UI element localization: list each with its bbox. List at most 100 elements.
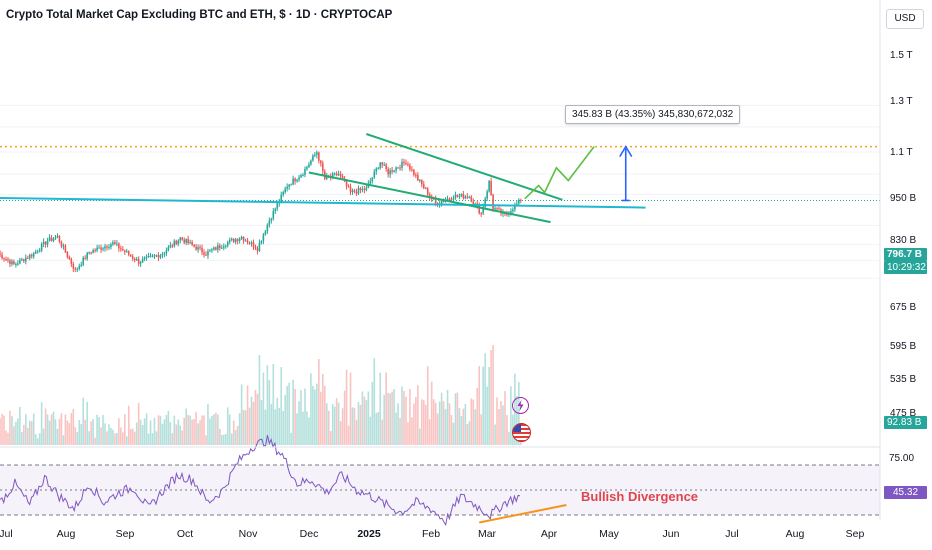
candle — [300, 175, 302, 178]
volume-bar — [112, 429, 114, 445]
candle — [74, 268, 77, 270]
volume-bar — [480, 414, 482, 445]
divergence-line — [479, 504, 567, 524]
candle — [306, 166, 308, 170]
volume-bar — [494, 424, 496, 445]
volume-bar — [510, 386, 512, 445]
volume-bar — [379, 372, 382, 445]
us-flag-icon[interactable] — [512, 423, 531, 442]
candle — [314, 154, 316, 156]
volume-bar — [116, 432, 118, 445]
time-label: Mar — [477, 528, 497, 540]
candle — [78, 266, 81, 269]
time-label: Apr — [540, 528, 558, 540]
candle — [179, 237, 182, 241]
candle — [516, 203, 518, 205]
volume-bar — [308, 417, 310, 445]
volume-bar — [66, 420, 69, 445]
volume-bar — [48, 420, 51, 445]
candle — [415, 174, 417, 176]
candle — [236, 239, 239, 241]
candle — [171, 245, 174, 247]
candle — [5, 259, 7, 261]
volume-bar — [284, 394, 286, 445]
currency-selector[interactable]: USD — [886, 9, 924, 29]
candle — [11, 261, 13, 265]
volume-bar — [292, 379, 294, 445]
volume-bar — [195, 411, 197, 445]
chart-title: Crypto Total Market Cap Excluding BTC an… — [6, 9, 393, 21]
volume-bar — [278, 407, 281, 445]
drawings[interactable] — [0, 133, 880, 524]
candle — [347, 186, 350, 188]
candle — [260, 240, 263, 243]
volume-bar — [335, 398, 338, 445]
time-label: Jul — [725, 528, 739, 540]
volume-bar — [434, 402, 437, 445]
volume-bar — [492, 345, 494, 445]
candle — [448, 198, 451, 200]
volume-bar — [329, 431, 332, 445]
candle — [40, 243, 43, 251]
price-label: 595 B — [890, 341, 917, 352]
candle — [442, 201, 445, 203]
volume-bar — [155, 431, 158, 445]
volume-bar — [373, 358, 376, 445]
candle — [143, 257, 146, 259]
candle — [405, 162, 407, 165]
volume-bar — [347, 425, 350, 445]
volume-bar — [131, 428, 134, 445]
volume-bar — [191, 419, 193, 445]
candle — [276, 203, 279, 209]
volume-bar — [276, 397, 279, 445]
candle — [262, 234, 265, 241]
candle — [25, 257, 27, 262]
volume-bar — [322, 373, 324, 445]
price-label: 950 B — [890, 193, 917, 204]
candle — [325, 176, 328, 179]
candle — [157, 255, 160, 258]
candle — [375, 168, 378, 172]
volume-bar — [145, 413, 148, 445]
volume-bar — [424, 404, 427, 445]
candle — [357, 188, 360, 194]
candlesticks — [0, 150, 522, 273]
volume-bar — [169, 422, 172, 445]
volume-bar — [262, 372, 265, 445]
candle — [274, 208, 277, 211]
volume-bar — [228, 414, 231, 445]
volume-bar — [363, 396, 366, 445]
candle — [199, 247, 201, 249]
volume-bar — [365, 399, 368, 445]
volume-bar — [298, 401, 300, 445]
volume-bar — [484, 353, 486, 445]
volume-bar — [165, 415, 168, 445]
volume-bar — [296, 413, 298, 445]
volume-bar — [452, 422, 455, 445]
candle — [38, 250, 41, 252]
candle — [440, 201, 443, 204]
candle — [506, 214, 508, 216]
volume-bar — [193, 419, 195, 445]
price-label: 1.3 T — [890, 96, 913, 107]
volume-bar — [272, 364, 275, 445]
volume-bar — [70, 412, 73, 445]
candle — [46, 240, 49, 245]
volume-bar — [391, 391, 393, 445]
volume-bar — [161, 423, 164, 445]
candle — [17, 263, 19, 265]
volume-bar — [149, 420, 152, 445]
time-label: 2025 — [357, 528, 381, 540]
candle — [514, 204, 516, 210]
candle — [492, 194, 494, 210]
candle — [468, 196, 471, 198]
rsi-level-label: 75.00 — [889, 453, 915, 464]
volume-bar — [389, 393, 391, 445]
volume-bar — [282, 410, 284, 445]
volume-bar — [213, 414, 215, 445]
candle — [331, 173, 334, 178]
volume-bar — [426, 366, 429, 445]
lightning-icon[interactable] — [512, 397, 529, 414]
volume-bar — [395, 412, 397, 445]
